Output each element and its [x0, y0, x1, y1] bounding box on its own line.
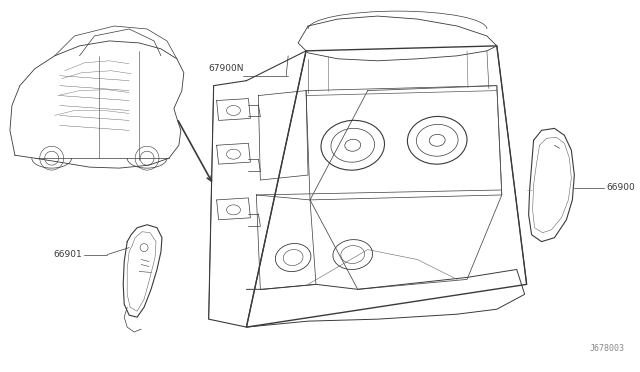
- Text: 66901: 66901: [54, 250, 83, 259]
- Text: 66900: 66900: [606, 183, 635, 192]
- Text: J678003: J678003: [589, 344, 624, 353]
- Text: 67900N: 67900N: [208, 64, 243, 73]
